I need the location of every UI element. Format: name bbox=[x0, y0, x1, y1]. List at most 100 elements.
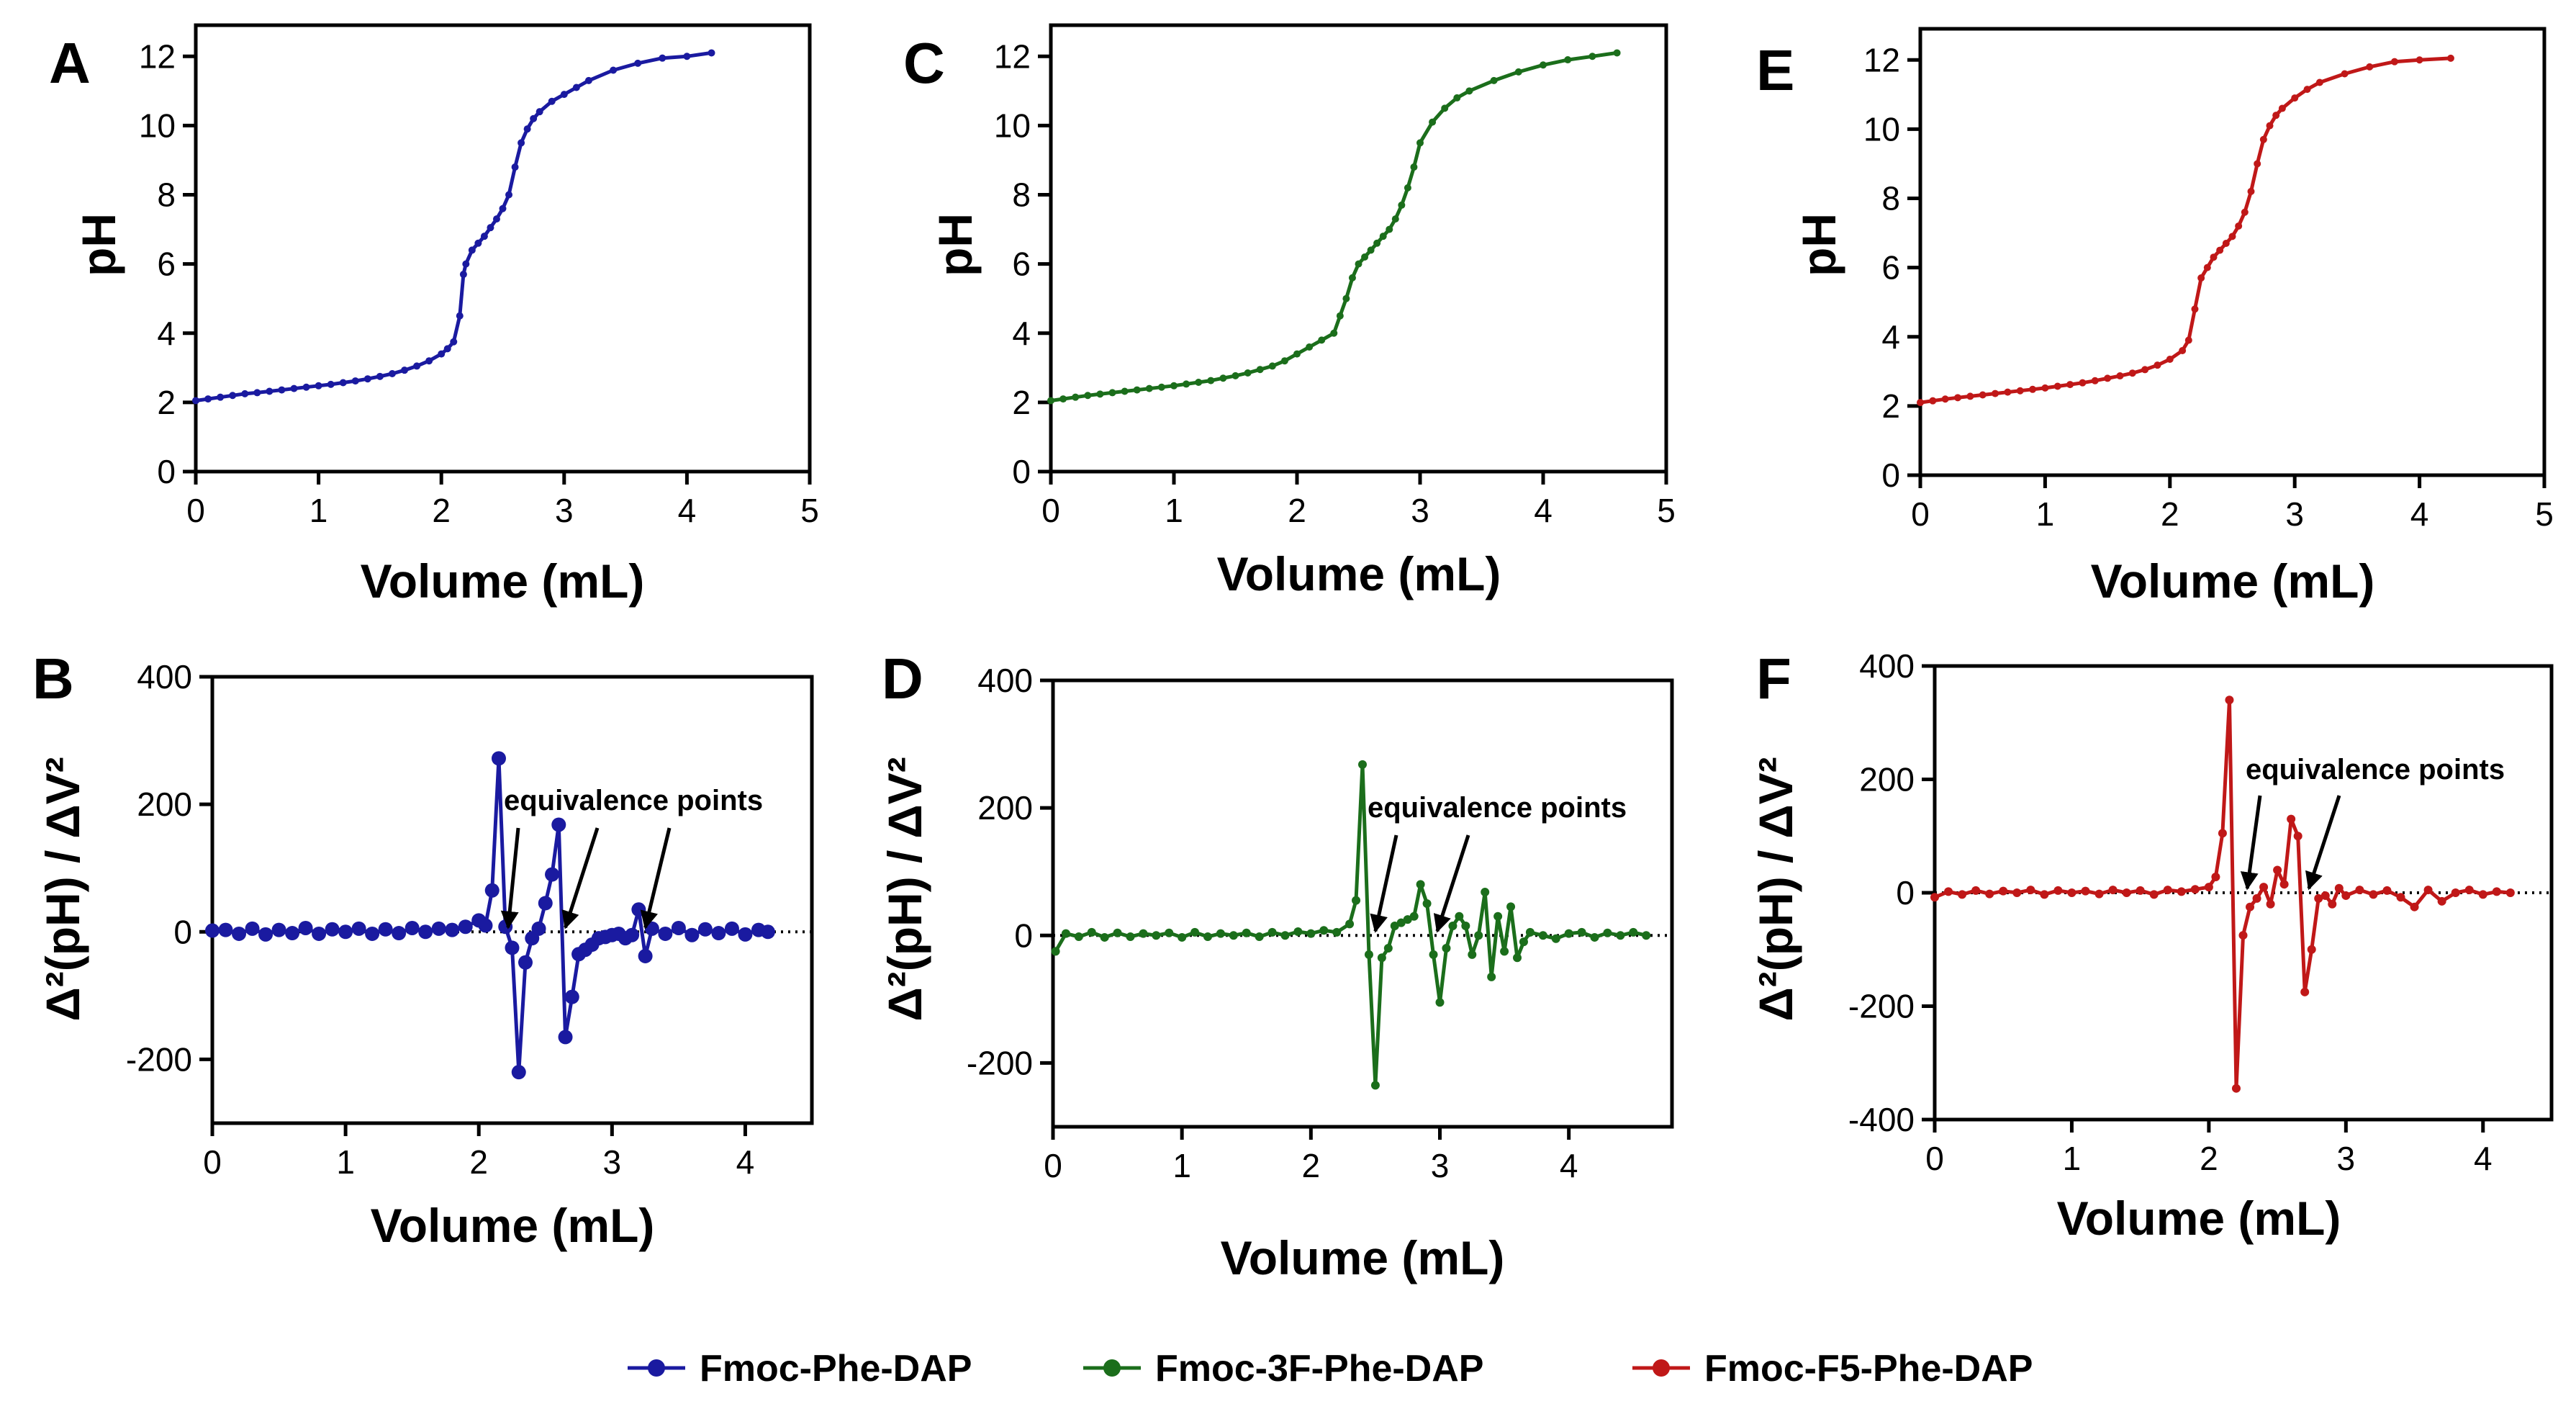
data-point bbox=[2116, 372, 2124, 380]
y-tick-label: 8 bbox=[1012, 176, 1031, 214]
plot-frame bbox=[194, 23, 812, 474]
data-point bbox=[1280, 357, 1288, 365]
y-tick-label: 4 bbox=[157, 315, 176, 352]
data-point bbox=[1416, 139, 1424, 147]
data-point bbox=[2315, 78, 2323, 86]
data-point bbox=[339, 379, 347, 387]
data-point bbox=[1403, 915, 1412, 924]
data-point bbox=[1525, 927, 1535, 937]
data-point bbox=[683, 53, 691, 60]
data-point bbox=[2216, 246, 2224, 254]
data-point bbox=[1958, 890, 1967, 899]
y-tick-label: 2 bbox=[157, 384, 176, 421]
panel-b-x-title: Volume (mL) bbox=[371, 1199, 655, 1252]
panel-f-x-title: Volume (mL) bbox=[2057, 1192, 2341, 1245]
y-tick-label: 0 bbox=[173, 913, 192, 950]
x-tick-label: 1 bbox=[2063, 1140, 2082, 1177]
data-point bbox=[1603, 928, 1612, 937]
data-point bbox=[659, 54, 666, 62]
panel-c-x-title: Volume (mL) bbox=[1217, 547, 1501, 600]
data-point bbox=[1929, 397, 1937, 405]
data-point bbox=[298, 920, 313, 935]
data-point bbox=[253, 389, 261, 397]
data-point bbox=[2293, 832, 2302, 841]
data-point bbox=[545, 867, 560, 882]
data-point bbox=[2231, 1084, 2241, 1093]
data-point bbox=[205, 923, 220, 938]
data-point bbox=[2108, 886, 2118, 895]
data-point bbox=[1364, 950, 1373, 959]
data-point bbox=[738, 927, 753, 942]
data-point bbox=[2026, 886, 2035, 895]
data-point bbox=[2451, 888, 2460, 897]
data-point bbox=[625, 927, 640, 942]
data-point bbox=[1183, 380, 1190, 388]
x-tick-label: 1 bbox=[1172, 1147, 1191, 1184]
data-point bbox=[1280, 931, 1290, 940]
series-line bbox=[195, 50, 712, 402]
data-point bbox=[1979, 391, 1987, 399]
data-point bbox=[2210, 253, 2218, 261]
x-tick-label: 2 bbox=[2200, 1140, 2218, 1177]
data-point bbox=[438, 350, 446, 358]
legend-marker-1 bbox=[1103, 1359, 1121, 1377]
data-point bbox=[671, 920, 686, 935]
data-point bbox=[1985, 889, 1994, 899]
data-point bbox=[1481, 888, 1490, 897]
data-point bbox=[1465, 87, 1473, 95]
x-tick-label: 4 bbox=[678, 492, 697, 529]
x-tick-label: 0 bbox=[186, 492, 205, 529]
data-point bbox=[2104, 374, 2112, 382]
data-point bbox=[245, 921, 260, 936]
data-point bbox=[724, 921, 739, 936]
x-tick-label: 1 bbox=[1165, 492, 1183, 529]
equivalence-arrow bbox=[1433, 834, 1470, 933]
data-point bbox=[499, 204, 507, 212]
x-tick-label: 2 bbox=[1288, 492, 1306, 529]
x-tick-label: 3 bbox=[1431, 1147, 1450, 1184]
data-point bbox=[1461, 922, 1470, 930]
data-point bbox=[325, 922, 340, 937]
x-tick-label: 3 bbox=[603, 1143, 622, 1181]
data-point bbox=[2012, 888, 2022, 897]
data-point bbox=[2179, 346, 2187, 354]
data-point bbox=[413, 362, 421, 370]
data-point bbox=[1379, 233, 1387, 240]
data-point bbox=[1087, 927, 1096, 937]
data-point bbox=[487, 224, 494, 232]
panel-letter-d: D bbox=[882, 647, 923, 711]
data-point bbox=[1100, 932, 1109, 942]
series-line bbox=[1920, 56, 2451, 405]
data-point bbox=[418, 924, 433, 940]
data-point bbox=[1084, 392, 1092, 400]
y-tick-label: 10 bbox=[994, 107, 1031, 144]
data-point bbox=[278, 386, 286, 394]
equivalence-arrow bbox=[500, 827, 520, 929]
y-tick-label: 4 bbox=[1012, 315, 1031, 352]
data-point bbox=[1342, 294, 1350, 302]
data-point bbox=[468, 246, 476, 254]
data-point bbox=[2415, 56, 2423, 64]
data-point bbox=[1588, 53, 1596, 60]
data-point bbox=[480, 233, 488, 240]
data-point bbox=[1330, 329, 1338, 337]
equivalence-arrow bbox=[1370, 834, 1398, 933]
data-point bbox=[572, 84, 580, 91]
y-tick-label: 2 bbox=[1881, 387, 1900, 425]
data-point bbox=[192, 397, 199, 405]
data-point bbox=[1126, 932, 1135, 942]
data-point bbox=[1377, 953, 1386, 963]
panel-d-y-title: Δ²(pH) / ΔV² bbox=[878, 757, 931, 1021]
data-point bbox=[2191, 305, 2199, 313]
data-point bbox=[1319, 926, 1329, 935]
x-tick-label: 3 bbox=[2337, 1140, 2356, 1177]
panel-letter-a: A bbox=[49, 31, 91, 95]
data-point bbox=[1256, 366, 1264, 374]
y-tick-label: 200 bbox=[137, 785, 192, 823]
data-point bbox=[2273, 865, 2282, 875]
data-point bbox=[2211, 872, 2220, 881]
data-point bbox=[338, 924, 353, 940]
data-point bbox=[1051, 947, 1060, 956]
data-point bbox=[218, 922, 233, 937]
